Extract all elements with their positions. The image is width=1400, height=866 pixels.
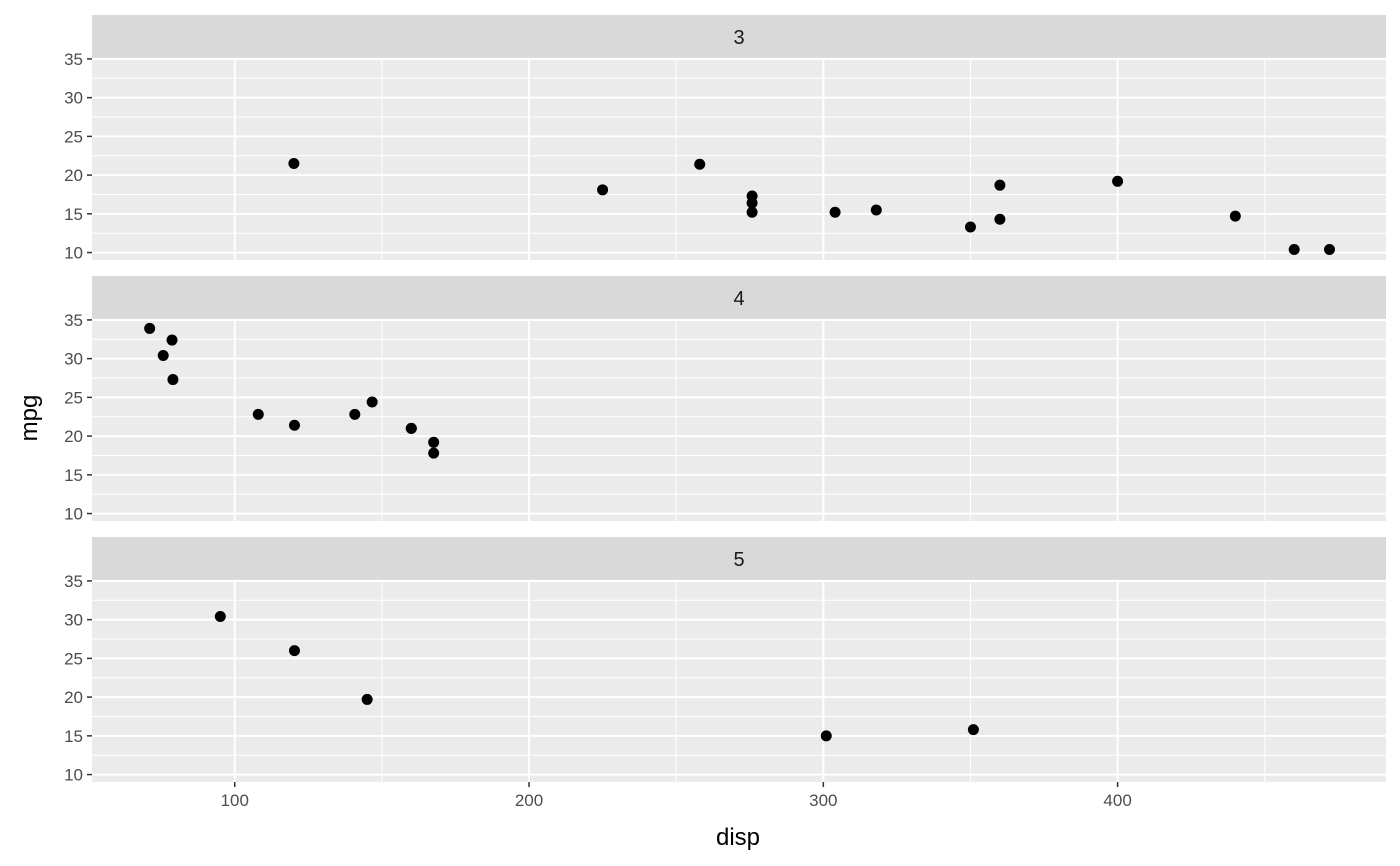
panel-background (92, 582, 1386, 782)
facet-strip (92, 276, 1386, 320)
y-tick-label: 35 (64, 572, 83, 591)
y-tick-label: 35 (64, 50, 83, 69)
y-tick-label: 35 (64, 311, 83, 330)
y-tick-label: 30 (64, 89, 83, 108)
x-tick-label: 400 (1103, 791, 1131, 810)
y-tick-label: 25 (64, 127, 83, 146)
y-tick-label: 10 (64, 766, 83, 785)
data-point (405, 422, 417, 434)
data-point (964, 221, 976, 233)
facet-strip (92, 537, 1386, 581)
y-tick-label: 30 (64, 350, 83, 369)
y-tick-label: 10 (64, 244, 83, 263)
facet-strip-label: 5 (733, 549, 744, 571)
y-tick-label: 25 (64, 649, 83, 668)
data-point (994, 213, 1006, 225)
y-tick-label: 15 (64, 727, 83, 746)
data-point (870, 204, 882, 216)
data-point (1323, 243, 1335, 255)
data-point (361, 693, 373, 705)
y-tick-label: 10 (64, 505, 83, 524)
y-tick-label: 30 (64, 611, 83, 630)
y-tick-label: 15 (64, 466, 83, 485)
data-point (597, 184, 609, 196)
data-point (428, 447, 440, 459)
data-point (746, 197, 758, 209)
facet-panel-4: 4 10 15 20 25 30 35 (64, 276, 1386, 524)
y-axis-title: mpg (16, 395, 43, 442)
data-point (288, 419, 300, 431)
x-axis: 100 200 300 400 (221, 782, 1132, 810)
data-point (746, 206, 758, 218)
x-tick-label: 100 (221, 791, 249, 810)
facet-strip-label: 3 (733, 27, 744, 49)
data-point (994, 179, 1006, 191)
facet-strip (92, 15, 1386, 59)
data-point (967, 724, 979, 736)
data-point (288, 645, 300, 657)
panel-background (92, 321, 1386, 521)
y-tick-label: 20 (64, 166, 83, 185)
data-point (252, 408, 264, 420)
panels-layer: 3 10 15 20 25 30 35 4 10 15 20 25 30 35 5 10 15 20 25 30 35 (64, 15, 1386, 785)
data-point (366, 396, 378, 408)
x-tick-label: 200 (515, 791, 543, 810)
data-point (428, 436, 440, 448)
y-tick-label: 15 (64, 205, 83, 224)
data-point (1288, 243, 1300, 255)
data-point (157, 350, 169, 362)
facet-strip-label: 4 (733, 288, 744, 310)
x-axis-title: disp (716, 824, 760, 851)
data-point (144, 322, 156, 334)
facet-panel-3: 3 10 15 20 25 30 35 (64, 15, 1386, 263)
y-tick-label: 20 (64, 688, 83, 707)
data-point (829, 206, 841, 218)
y-tick-label: 25 (64, 388, 83, 407)
y-tick-label: 20 (64, 427, 83, 446)
data-point (1229, 210, 1241, 222)
data-point (349, 408, 361, 420)
data-point (214, 611, 226, 623)
data-point (694, 158, 706, 170)
data-point (166, 334, 178, 346)
data-point (167, 374, 179, 386)
facet-panel-5: 5 10 15 20 25 30 35 (64, 537, 1386, 785)
x-tick-label: 300 (809, 791, 837, 810)
data-point (820, 730, 832, 742)
data-point (1112, 175, 1124, 187)
data-point (288, 157, 300, 169)
panel-background (92, 60, 1386, 260)
